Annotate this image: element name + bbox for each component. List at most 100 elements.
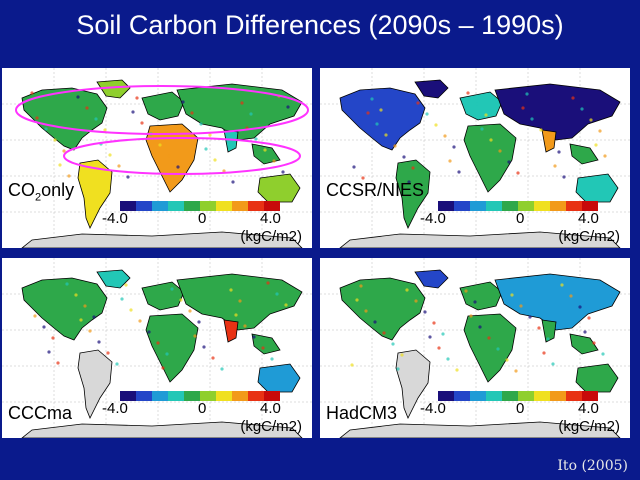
colorbar-swatch	[200, 391, 217, 401]
colorbar-swatch	[152, 391, 169, 401]
data-speckle	[516, 171, 520, 175]
colorbar	[120, 201, 280, 211]
data-speckle	[373, 320, 377, 324]
continent-australia	[257, 173, 301, 203]
data-speckle	[277, 94, 281, 98]
map-panel-hadcm3: HadCM3 -4.0 0 4.0 (kgC/m2)	[320, 258, 630, 438]
continent-asia	[494, 273, 621, 331]
data-speckle	[243, 324, 247, 328]
data-speckle	[167, 154, 171, 158]
data-speckle	[79, 318, 83, 322]
data-speckle	[400, 353, 404, 357]
continent-antarctica	[339, 421, 621, 438]
data-speckle	[498, 149, 502, 153]
colorbar-swatch	[454, 391, 471, 401]
data-speckle	[115, 362, 119, 366]
colorbar-swatch	[184, 391, 201, 401]
data-speckle	[249, 112, 253, 116]
colorbar-min-label: -4.0	[102, 400, 128, 417]
continent-australia	[257, 363, 301, 393]
data-speckle	[208, 133, 212, 137]
continent-samerica	[395, 159, 431, 229]
continent-europe	[459, 91, 503, 121]
data-speckle	[245, 126, 249, 130]
data-speckle	[252, 335, 256, 339]
data-speckle	[448, 159, 452, 163]
data-speckle	[469, 314, 473, 318]
continent-australia	[575, 363, 619, 393]
data-speckle	[179, 298, 183, 302]
data-speckle	[44, 127, 48, 131]
continent-seasia	[251, 333, 281, 355]
data-speckle	[425, 112, 429, 116]
data-speckle	[557, 150, 561, 154]
data-speckle	[103, 128, 107, 132]
data-speckle	[35, 116, 39, 120]
data-speckle	[391, 342, 395, 346]
continent-africa	[463, 313, 517, 383]
data-speckle	[355, 298, 359, 302]
data-speckle	[416, 101, 420, 105]
data-speckle	[423, 310, 427, 314]
continent-seasia	[569, 143, 599, 165]
continent-seasia	[251, 143, 281, 165]
colorbar	[120, 391, 280, 401]
data-speckle	[270, 357, 274, 361]
data-speckle	[165, 352, 169, 356]
data-speckle	[51, 336, 55, 340]
colorbar-min-label: -4.0	[420, 400, 446, 417]
continent-namerica	[339, 277, 426, 341]
colorbar-max-label: 4.0	[578, 400, 599, 417]
continent-namerica	[21, 277, 108, 341]
colorbar-swatch	[184, 201, 201, 211]
colorbar-unit: (kgC/m2)	[558, 418, 620, 435]
data-speckle	[94, 117, 98, 121]
credit-citation: Ito (2005)	[557, 458, 628, 474]
map-panel-co2-only: CO2only -4.0 0 4.0 (kgC/m2)	[2, 68, 312, 248]
data-speckle	[220, 367, 224, 371]
data-speckle	[361, 176, 365, 180]
data-speckle	[272, 159, 276, 163]
data-speckle	[432, 321, 436, 325]
continent-asia	[494, 83, 621, 141]
data-speckle	[190, 111, 194, 115]
data-speckle	[140, 121, 144, 125]
data-speckle	[487, 336, 491, 340]
data-speckle	[548, 139, 552, 143]
data-speckle	[65, 282, 69, 286]
data-speckle	[199, 122, 203, 126]
data-speckle	[530, 117, 534, 121]
data-speckle	[359, 284, 363, 288]
data-speckle	[188, 309, 192, 313]
continent-samerica	[395, 349, 431, 419]
data-speckle	[286, 105, 290, 109]
colorbar-swatch	[534, 201, 551, 211]
colorbar-swatch	[582, 201, 598, 211]
data-speckle	[275, 292, 279, 296]
data-speckle	[505, 358, 509, 362]
data-speckle	[149, 132, 153, 136]
data-speckle	[231, 180, 235, 184]
data-speckle	[542, 351, 546, 355]
colorbar-swatch	[264, 391, 280, 401]
continent-asia	[176, 83, 303, 141]
data-speckle	[496, 347, 500, 351]
continent-africa	[463, 123, 517, 193]
data-speckle	[414, 299, 418, 303]
data-speckle	[126, 175, 130, 179]
continent-australia	[575, 173, 619, 203]
colorbar-min-label: -4.0	[102, 210, 128, 227]
data-speckle	[352, 165, 356, 169]
data-speckle	[76, 95, 80, 99]
data-speckle	[284, 303, 288, 307]
data-speckle	[58, 163, 62, 167]
colorbar-swatch	[200, 201, 217, 211]
map-panel-cccma: CCCma -4.0 0 4.0 (kgC/m2)	[2, 258, 312, 438]
continent-india	[541, 319, 557, 343]
colorbar-swatch	[582, 391, 598, 401]
data-speckle	[546, 337, 550, 341]
data-speckle	[603, 154, 607, 158]
data-speckle	[484, 113, 488, 117]
data-speckle	[375, 122, 379, 126]
data-speckle	[124, 283, 128, 287]
